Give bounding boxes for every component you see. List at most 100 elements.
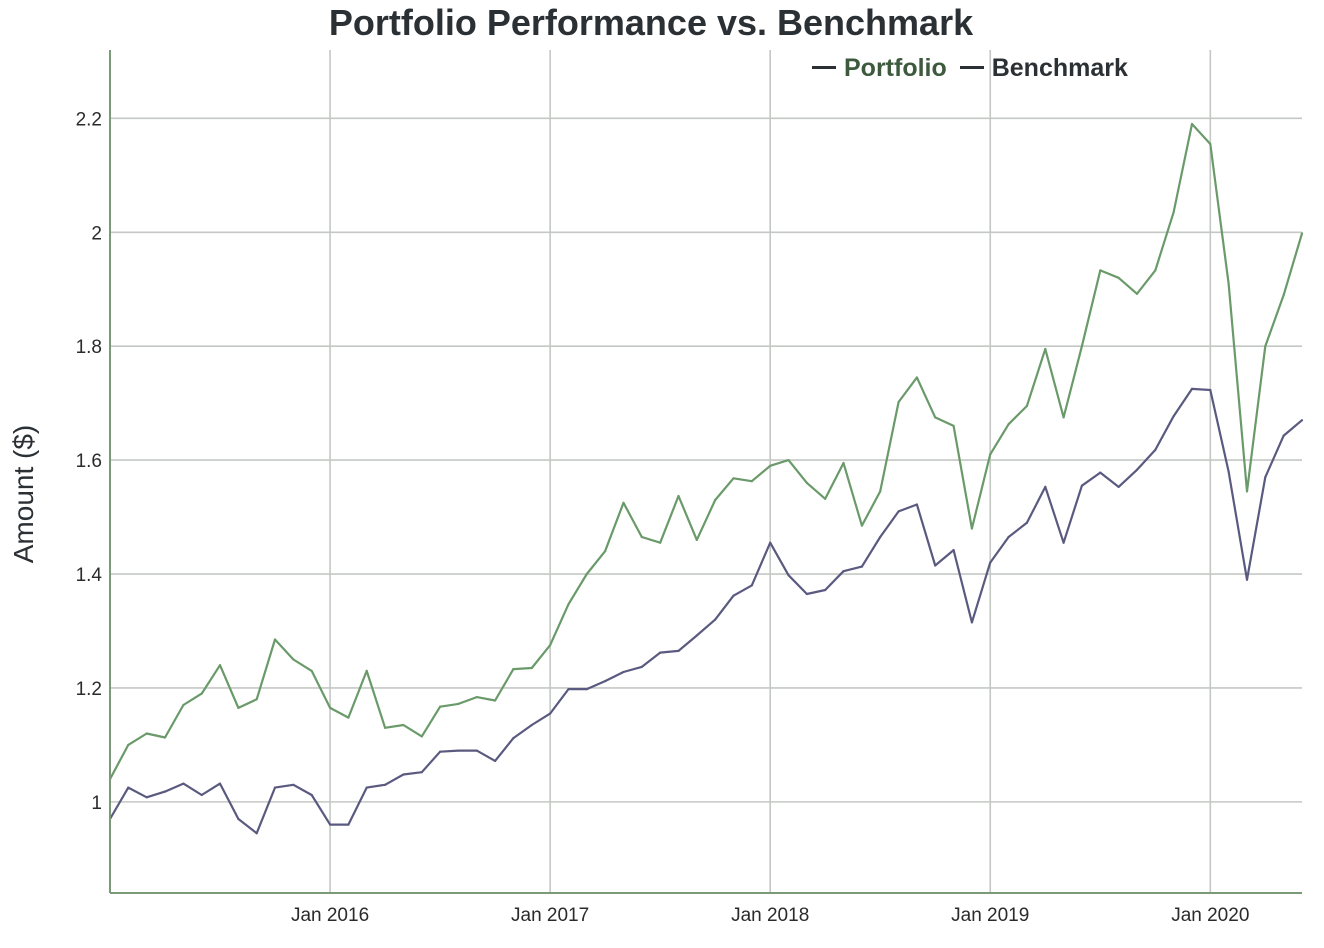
data-point-portfolio — [860, 524, 864, 527]
data-point-portfolio — [384, 726, 387, 729]
data-point-benchmark — [714, 618, 717, 621]
data-point-benchmark — [347, 823, 350, 826]
y-tick-label: 1 — [91, 793, 102, 814]
x-tick-label: Jan 2019 — [951, 905, 1029, 926]
data-point-benchmark — [384, 783, 387, 786]
data-point-benchmark — [659, 651, 662, 654]
data-point-portfolio — [292, 658, 295, 661]
legend-label-portfolio: Portfolio — [844, 54, 947, 82]
data-point-benchmark — [879, 535, 882, 539]
data-point-portfolio — [1044, 347, 1047, 351]
data-point-benchmark — [915, 503, 919, 506]
x-tick-label: Jan 2018 — [731, 905, 809, 926]
data-point-benchmark — [1154, 448, 1157, 451]
data-point-portfolio — [273, 638, 277, 641]
data-point-portfolio — [1062, 416, 1065, 419]
data-point-benchmark — [1172, 415, 1175, 418]
data-point-benchmark — [255, 832, 258, 835]
data-point-portfolio — [310, 669, 313, 673]
data-point-benchmark — [1135, 468, 1139, 471]
data-point-portfolio — [218, 664, 222, 667]
data-point-benchmark — [475, 749, 478, 752]
data-point-benchmark — [182, 782, 185, 785]
data-point-portfolio — [145, 732, 148, 735]
data-point-benchmark — [1190, 387, 1194, 390]
y-tick-label: 1.8 — [76, 337, 102, 358]
data-point-portfolio — [1282, 293, 1285, 296]
data-point-portfolio — [420, 735, 423, 738]
data-point-benchmark — [457, 749, 460, 752]
data-point-portfolio — [1025, 404, 1028, 408]
data-point-benchmark — [494, 759, 497, 763]
legend-item-benchmark[interactable]: Benchmark — [959, 54, 1128, 83]
x-tick-label: Jan 2020 — [1171, 905, 1249, 926]
axes — [109, 50, 1302, 894]
data-point-benchmark — [824, 588, 827, 592]
series-layer — [108, 122, 1304, 835]
vertical-gridlines — [329, 50, 1212, 893]
data-point-benchmark — [677, 649, 680, 653]
y-tick-label: 1.4 — [76, 565, 103, 586]
data-point-benchmark — [567, 688, 570, 691]
data-point-portfolio — [1172, 211, 1175, 214]
data-point-portfolio — [1154, 269, 1157, 272]
series-line-portfolio — [109, 122, 1304, 780]
data-point-benchmark — [273, 786, 277, 789]
data-point-benchmark — [952, 549, 955, 552]
data-point-portfolio — [567, 603, 570, 606]
data-point-benchmark — [530, 723, 533, 727]
data-point-portfolio — [127, 743, 130, 747]
data-point-portfolio — [714, 498, 717, 502]
legend-item-portfolio[interactable]: Portfolio — [812, 54, 947, 83]
data-point-portfolio — [750, 480, 753, 483]
data-point-portfolio — [1099, 269, 1102, 272]
data-point-benchmark — [218, 782, 222, 785]
data-point-portfolio — [255, 698, 258, 701]
data-point-portfolio — [622, 501, 625, 504]
data-point-benchmark — [439, 750, 442, 753]
y-tick-label: 1.2 — [76, 679, 102, 700]
data-point-portfolio — [1007, 423, 1010, 426]
data-point-portfolio — [604, 550, 607, 553]
data-point-portfolio — [402, 723, 405, 727]
y-tick-label: 2 — [91, 223, 102, 244]
data-point-portfolio — [769, 464, 772, 467]
data-point-benchmark — [622, 670, 625, 674]
y-tick-label: 2.2 — [76, 109, 102, 130]
data-point-benchmark — [1044, 485, 1047, 488]
data-point-benchmark — [1227, 470, 1230, 473]
data-point-portfolio — [182, 703, 185, 707]
data-point-benchmark — [200, 793, 203, 797]
data-point-portfolio — [494, 699, 497, 702]
data-point-portfolio — [1245, 490, 1249, 493]
data-point-benchmark — [787, 574, 790, 577]
data-point-portfolio — [163, 736, 167, 739]
data-point-portfolio — [329, 706, 332, 710]
data-point-portfolio — [897, 400, 900, 404]
data-point-benchmark — [329, 823, 332, 826]
chart-title: Portfolio Performance vs. Benchmark — [328, 2, 974, 43]
data-point-portfolio — [200, 692, 203, 695]
data-point-benchmark — [934, 564, 937, 567]
data-point-benchmark — [1282, 434, 1285, 437]
data-point-benchmark — [163, 790, 167, 793]
data-point-portfolio — [475, 696, 478, 699]
data-point-portfolio — [732, 477, 735, 480]
data-point-benchmark — [127, 786, 130, 789]
data-point-benchmark — [1062, 541, 1065, 544]
data-point-benchmark — [805, 592, 809, 596]
data-point-benchmark — [732, 594, 735, 597]
data-point-portfolio — [970, 527, 974, 530]
data-point-benchmark — [420, 771, 423, 774]
data-point-portfolio — [457, 702, 460, 706]
legend-label-benchmark: Benchmark — [991, 54, 1128, 82]
data-point-benchmark — [860, 565, 864, 568]
data-point-portfolio — [659, 541, 662, 544]
data-point-benchmark — [549, 712, 552, 715]
data-point-benchmark — [1080, 484, 1083, 487]
data-point-benchmark — [897, 510, 900, 513]
legend-swatch-portfolio — [812, 65, 836, 69]
data-point-benchmark — [292, 783, 295, 786]
legend-swatch-benchmark — [959, 65, 984, 69]
